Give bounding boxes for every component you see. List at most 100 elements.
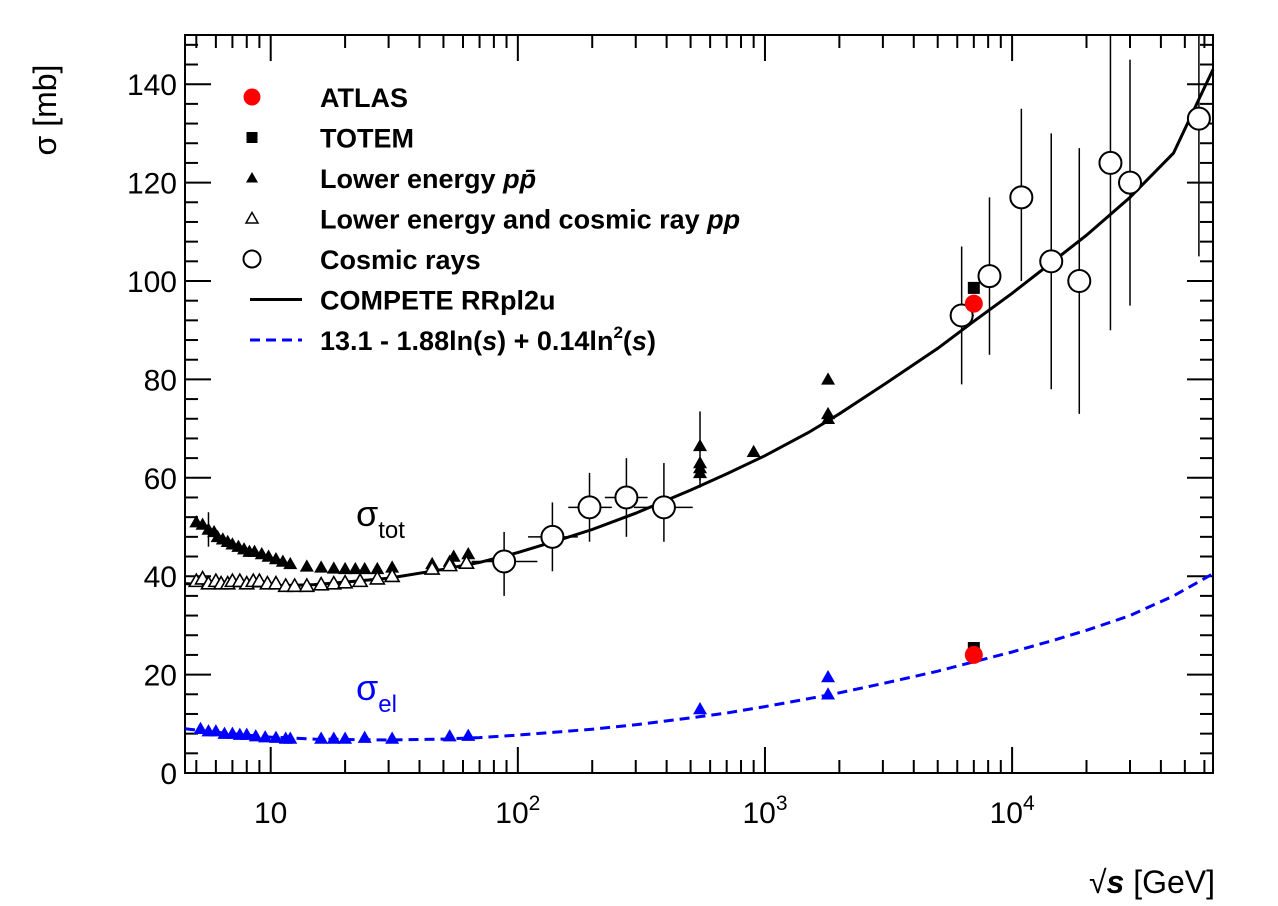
ppbar-point xyxy=(283,731,298,744)
ppbar-point xyxy=(208,724,223,737)
y-tick-label: 140 xyxy=(127,69,177,102)
legend-label-italic: s xyxy=(632,326,647,356)
ppbar-point xyxy=(385,560,400,573)
legend-label-italic: p xyxy=(502,164,520,194)
pp-point xyxy=(368,570,386,585)
ppbar-point xyxy=(283,556,298,570)
y-tick-label: 60 xyxy=(144,463,177,496)
ppbar-point xyxy=(299,559,314,572)
ppbar-point xyxy=(821,670,836,683)
x-tick-label: 102 xyxy=(495,792,540,830)
ppbar-point xyxy=(442,729,457,742)
pp-point xyxy=(325,574,343,590)
annotations: σtot σel xyxy=(356,493,405,718)
pp-point xyxy=(423,560,441,575)
legend-marker xyxy=(244,210,260,224)
ppbar-point xyxy=(338,731,353,744)
legend-label: TOTEM xyxy=(320,124,414,154)
cosmic-ray-point xyxy=(614,485,639,510)
legend-marker xyxy=(243,88,261,106)
legend-label-italic: pp xyxy=(706,205,740,235)
x-axis-label: √s [GeV] xyxy=(1089,864,1215,900)
ppbar-point xyxy=(461,547,476,560)
ppbar-point xyxy=(314,560,329,573)
cosmic-ray-point xyxy=(1098,150,1123,175)
legend-item-ppbar: Lower energy pp̄ xyxy=(246,164,536,194)
x-tick-exponent: 4 xyxy=(1023,792,1035,815)
ppbar-point xyxy=(821,372,836,385)
legend-label: Lower energy and cosmic ray pp xyxy=(320,205,740,235)
legend-item-fit: 13.1 - 1.88ln(s) + 0.14ln2(s) xyxy=(250,323,656,356)
ppbar-point xyxy=(248,729,263,742)
ppbar-point xyxy=(693,438,708,452)
sigma-el-label-subscript: el xyxy=(378,691,397,718)
legend-label: Lower energy pp̄ xyxy=(320,164,536,194)
y-tick-label: 100 xyxy=(127,266,177,299)
y-tick-label: 40 xyxy=(144,561,177,594)
ppbar-point xyxy=(693,702,708,715)
sigma-tot-label-subscript: tot xyxy=(378,517,405,544)
legend-label: 13.1 - 1.88ln(s) + 0.14ln2(s) xyxy=(320,323,656,356)
cosmic-ray-point xyxy=(949,303,974,328)
sigma-el-label: σel xyxy=(356,667,397,718)
data-points xyxy=(187,35,1211,744)
ppbar-point xyxy=(821,406,836,420)
legend-marker xyxy=(246,132,258,143)
cosmic-ray-point xyxy=(1067,269,1092,293)
x-label-var: s xyxy=(1107,864,1125,900)
pp-point xyxy=(312,575,330,591)
y-tick-label: 0 xyxy=(160,758,177,791)
pp-point xyxy=(298,577,316,593)
ppbar-point xyxy=(370,561,385,575)
x-tick-exponent: 2 xyxy=(529,792,541,815)
cosmic-ray-point xyxy=(492,549,517,574)
legend-label: Cosmic rays xyxy=(320,245,481,275)
ppbar-point xyxy=(314,731,329,744)
cosmic-ray-point xyxy=(540,524,565,549)
ppbar-point xyxy=(326,731,341,744)
cosmic-ray-point xyxy=(977,264,1002,289)
pp-point xyxy=(351,572,369,588)
legend-item-compete: COMPETE RRpl2u xyxy=(250,286,556,316)
ppbar-point xyxy=(326,561,341,574)
y-tick-label: 80 xyxy=(144,364,177,397)
atlas-point xyxy=(964,294,983,313)
x-tick-label: 104 xyxy=(990,792,1035,830)
ppbar-point xyxy=(261,549,276,562)
pp-point xyxy=(458,554,475,569)
y-tick-label: 20 xyxy=(144,660,177,693)
cosmic-ray-point xyxy=(1009,185,1034,210)
cosmic-ray-point xyxy=(651,495,676,520)
legend-label: ATLAS xyxy=(320,83,408,113)
ppbar-point xyxy=(693,456,708,469)
ppbar-point xyxy=(461,728,476,741)
legend-label-superscript: 2 xyxy=(613,323,622,342)
ppbar-point xyxy=(275,554,290,567)
pp-point xyxy=(383,567,401,583)
pp-point xyxy=(286,577,304,593)
legend-item-pp: Lower energy and cosmic ray pp xyxy=(244,205,740,235)
x-label-unit: [GeV] xyxy=(1124,864,1215,900)
y-tick-label: 120 xyxy=(127,168,177,201)
legend-marker xyxy=(242,249,262,269)
sigma-tot-label: σtot xyxy=(356,493,405,544)
cosmic-ray-point xyxy=(1118,170,1143,195)
legend: ATLAS TOTEM Lower energy pp̄ Lower energy a… xyxy=(242,83,740,356)
ppbar-point xyxy=(357,730,372,743)
legend-item-totem: TOTEM xyxy=(246,124,414,154)
x-tick-exponent: 3 xyxy=(776,792,788,815)
ppbar-point xyxy=(239,727,254,740)
ppbar-point xyxy=(193,721,208,734)
legend-label-italic: p̄ xyxy=(519,164,537,194)
ppbar-point xyxy=(348,561,363,575)
axis-ticks xyxy=(185,35,1213,774)
ppbar-point xyxy=(338,561,353,575)
ppbar-point xyxy=(357,561,372,575)
cosmic-ray-point xyxy=(577,495,602,520)
totem-point xyxy=(967,281,980,294)
y-axis-label: σ [mb] xyxy=(27,65,63,156)
ppbar-point xyxy=(821,687,836,700)
x-label-root: √ xyxy=(1089,864,1107,900)
ppbar-point xyxy=(258,730,273,743)
